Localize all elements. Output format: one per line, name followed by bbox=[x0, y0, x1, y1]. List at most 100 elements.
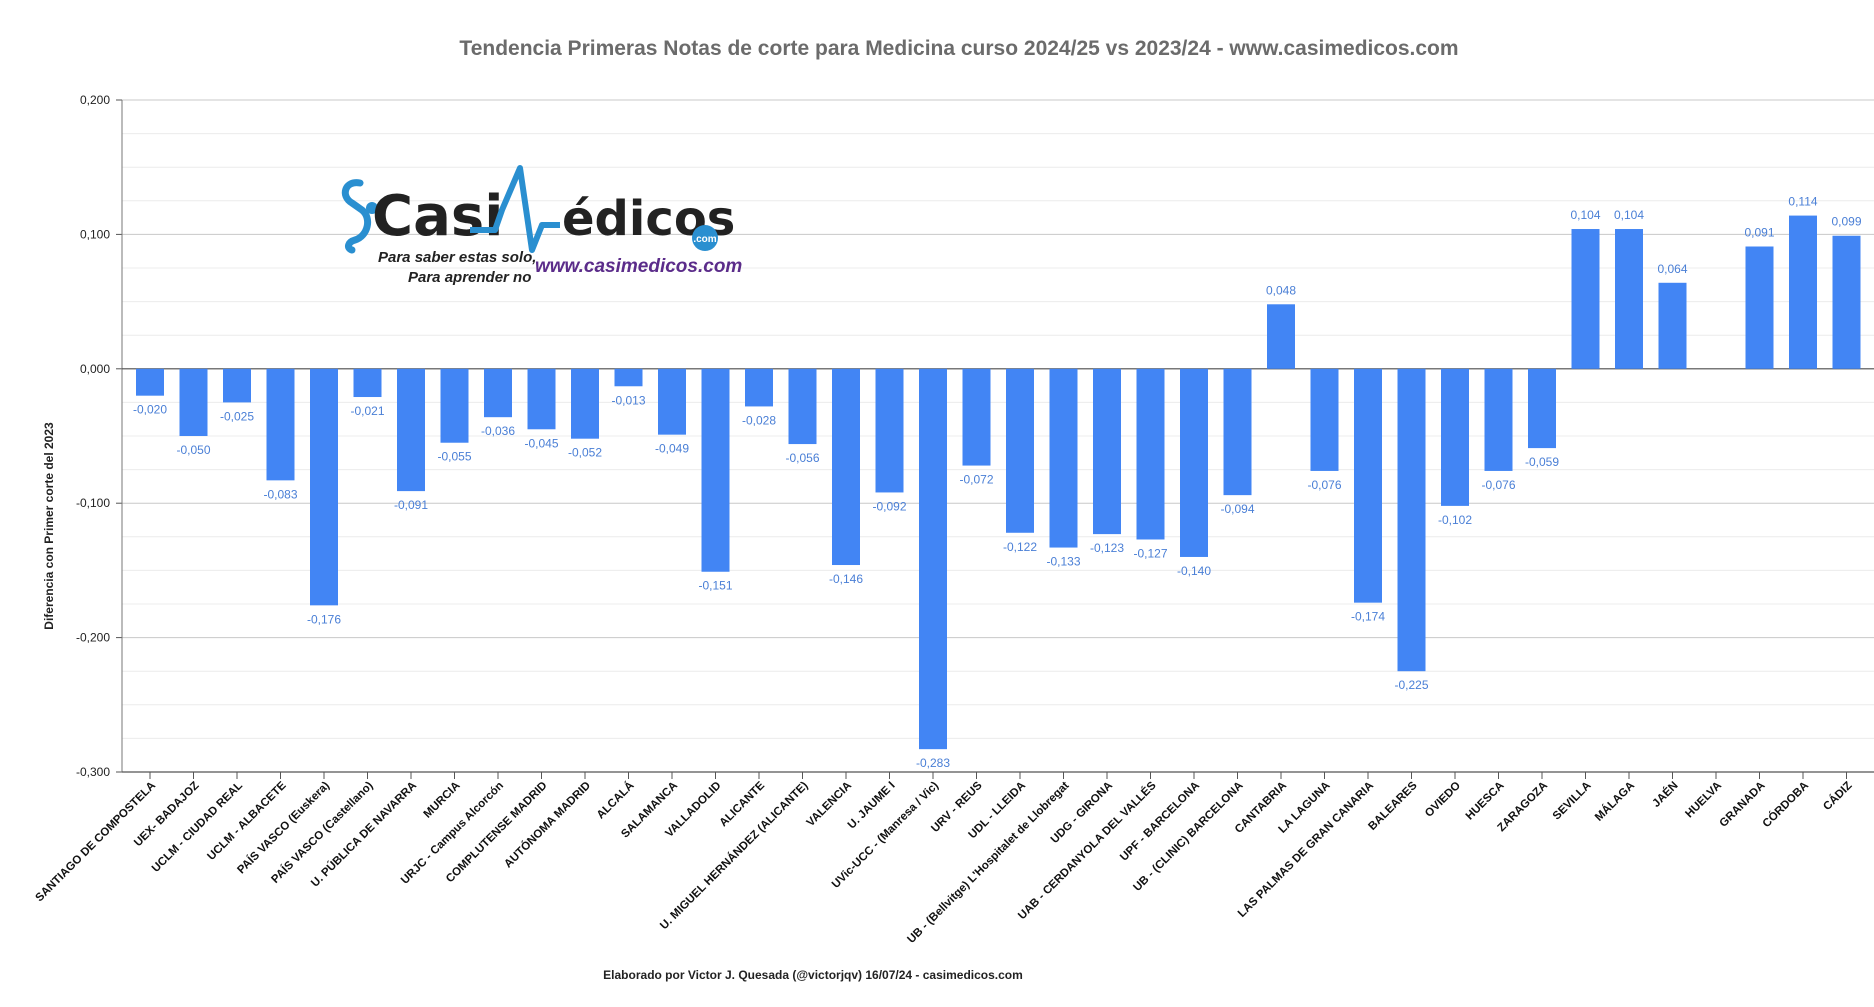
data-label: -0,283 bbox=[916, 756, 950, 770]
category-label: UB - (Bellvitge) L'Hospitalet de Llobreg… bbox=[905, 780, 1071, 946]
bar bbox=[1441, 368, 1469, 506]
data-label: -0,076 bbox=[1307, 478, 1341, 492]
category-label: SEVILLA bbox=[1551, 780, 1594, 823]
data-label: -0,050 bbox=[176, 443, 210, 457]
bar bbox=[1658, 282, 1687, 369]
data-label: -0,094 bbox=[1220, 502, 1254, 516]
category-label: U. MIGUEL HERNÁNDEZ (ALICANTE) bbox=[657, 779, 810, 932]
bar bbox=[1006, 368, 1034, 533]
data-label: -0,102 bbox=[1438, 513, 1472, 527]
y-tick-label: -0,100 bbox=[76, 496, 110, 510]
footer-credit: Elaborado por Victor J. Quesada (@victor… bbox=[603, 968, 1023, 982]
bar bbox=[1528, 368, 1556, 449]
bar bbox=[1223, 368, 1252, 496]
data-label: 0,104 bbox=[1570, 208, 1600, 222]
heartbeat-line-icon bbox=[470, 165, 560, 253]
data-label: -0,133 bbox=[1046, 555, 1080, 569]
bar bbox=[745, 368, 773, 407]
data-label: -0,140 bbox=[1177, 564, 1211, 578]
bar bbox=[1180, 368, 1208, 557]
category-label: AUTÓNOMA MADRID bbox=[502, 779, 594, 871]
y-tick-label: 0,100 bbox=[80, 227, 110, 241]
data-label: -0,059 bbox=[1525, 455, 1559, 469]
bar bbox=[832, 368, 860, 566]
data-label: -0,045 bbox=[524, 436, 558, 450]
bar bbox=[1354, 368, 1382, 603]
logo-com: .com bbox=[693, 234, 716, 245]
data-label: -0,021 bbox=[350, 404, 384, 418]
bar bbox=[353, 368, 382, 398]
data-label: -0,083 bbox=[263, 487, 297, 501]
bar bbox=[701, 368, 730, 572]
data-label: -0,028 bbox=[742, 413, 776, 427]
bar bbox=[1745, 246, 1774, 369]
bar bbox=[658, 368, 686, 435]
category-label: MURCIA bbox=[422, 780, 463, 821]
logo-url: www.casimedicos.com bbox=[535, 256, 742, 277]
y-tick-label: 0,000 bbox=[80, 362, 110, 376]
data-label: -0,020 bbox=[133, 403, 167, 417]
bar bbox=[875, 368, 904, 493]
category-label: UCLM - ALBACETE bbox=[205, 779, 288, 862]
bar bbox=[527, 368, 556, 430]
data-label: -0,055 bbox=[437, 450, 471, 464]
data-label: -0,092 bbox=[872, 499, 906, 513]
bar bbox=[310, 368, 338, 606]
category-label: MÁLAGA bbox=[1592, 779, 1637, 824]
data-label: -0,091 bbox=[394, 498, 428, 512]
bar bbox=[919, 368, 947, 750]
category-label: JAÉN bbox=[1650, 779, 1681, 810]
bar bbox=[1789, 215, 1817, 369]
category-label: HUELVA bbox=[1683, 780, 1724, 821]
logo-com-badge bbox=[692, 225, 718, 251]
data-label: -0,052 bbox=[568, 446, 602, 460]
logo-tagline-2: Para aprender no bbox=[408, 269, 531, 286]
category-label: PAÍS VASCO (Euskera) bbox=[235, 779, 333, 877]
bar bbox=[440, 368, 469, 443]
y-axis-label: Diferencia con Primer corte del 2023 bbox=[42, 422, 56, 630]
category-label: UPF - BARCELONA bbox=[1118, 780, 1202, 864]
y-tick-label: -0,300 bbox=[76, 765, 110, 779]
bar bbox=[1571, 229, 1600, 369]
y-tick-label: -0,200 bbox=[76, 631, 110, 645]
bar bbox=[614, 368, 643, 387]
casimedicos-logo: Casi édicos .com Para saber estas solo, … bbox=[341, 165, 742, 286]
bar bbox=[179, 368, 208, 436]
bar bbox=[571, 368, 599, 439]
logo-tagline-1: Para saber estas solo, bbox=[378, 249, 536, 266]
bar bbox=[136, 368, 164, 396]
y-tick-label: 0,200 bbox=[80, 93, 110, 107]
data-label: -0,146 bbox=[829, 572, 863, 586]
data-label: -0,151 bbox=[698, 579, 732, 593]
category-label: HUESCA bbox=[1464, 780, 1507, 823]
category-label: UCLM - CIUDAD REAL bbox=[150, 780, 245, 875]
data-label: 0,114 bbox=[1788, 195, 1817, 209]
bar bbox=[223, 368, 251, 403]
bar bbox=[788, 368, 817, 445]
bar bbox=[1484, 368, 1513, 471]
bar bbox=[1832, 235, 1861, 369]
bar bbox=[266, 368, 295, 481]
data-label: -0,123 bbox=[1090, 541, 1124, 555]
data-label: -0,013 bbox=[611, 393, 645, 407]
category-label: ALCALÁ bbox=[594, 779, 637, 822]
data-label: -0,225 bbox=[1394, 678, 1428, 692]
category-label: CÓRDOBA bbox=[1760, 779, 1811, 830]
data-label: -0,174 bbox=[1351, 610, 1385, 624]
data-label: 0,048 bbox=[1266, 283, 1296, 297]
bars: -0,020 -0,050 -0,025 -0,083 -0,176 -0,021 -0,0… bbox=[133, 195, 1862, 771]
bar bbox=[397, 368, 425, 492]
bar bbox=[1093, 368, 1121, 535]
bar bbox=[1310, 368, 1339, 471]
data-label: -0,049 bbox=[655, 442, 689, 456]
category-label: OVIEDO bbox=[1423, 780, 1463, 820]
bar bbox=[1267, 304, 1295, 369]
data-label: -0,122 bbox=[1003, 540, 1037, 554]
data-label: 0,064 bbox=[1657, 262, 1687, 276]
data-label: -0,076 bbox=[1481, 478, 1515, 492]
data-label: -0,025 bbox=[220, 409, 254, 423]
stethoscope-icon bbox=[341, 179, 378, 254]
bar bbox=[1049, 368, 1078, 548]
bar bbox=[484, 368, 512, 418]
